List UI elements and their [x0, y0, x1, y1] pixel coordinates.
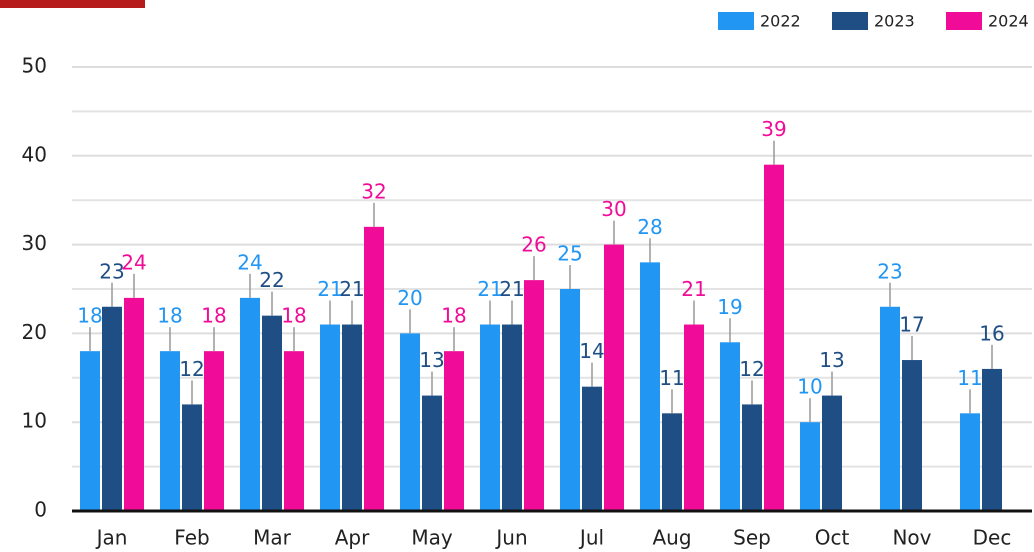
x-tick-label: Feb: [174, 526, 209, 550]
bar: [444, 351, 464, 511]
bar: [240, 297, 260, 511]
accent-bar: [0, 0, 145, 8]
y-tick-label: 40: [22, 142, 47, 166]
bar: [604, 244, 624, 511]
bar: [982, 368, 1002, 511]
bar: [102, 306, 122, 511]
data-label: 14: [579, 339, 604, 363]
y-tick-label: 0: [34, 498, 47, 522]
data-label: 10: [797, 375, 822, 399]
bar: [422, 395, 442, 511]
bar: [204, 351, 224, 511]
y-tick-label: 30: [22, 231, 47, 255]
data-label: 18: [77, 304, 102, 328]
bar: [124, 297, 144, 511]
data-label: 21: [499, 277, 524, 301]
x-tick-label: Apr: [335, 526, 370, 550]
legend-swatch: [832, 12, 868, 30]
data-label: 23: [99, 259, 124, 283]
legend-label: 2024: [988, 12, 1029, 31]
bar: [400, 333, 420, 511]
data-label: 32: [361, 179, 386, 203]
bar: [560, 289, 580, 511]
x-tick-label: Mar: [253, 526, 292, 550]
data-label: 28: [637, 215, 662, 239]
bar: [662, 413, 682, 511]
bar: [582, 386, 602, 511]
bar: [502, 324, 522, 511]
bar: [640, 262, 660, 511]
data-label: 22: [259, 268, 284, 292]
data-label: 18: [281, 304, 306, 328]
bar: [822, 395, 842, 511]
bar: [764, 164, 784, 511]
bar: [742, 404, 762, 511]
data-label: 18: [441, 304, 466, 328]
bar: [800, 422, 820, 511]
data-label: 21: [477, 277, 502, 301]
bar: [880, 306, 900, 511]
x-tick-label: Jun: [494, 526, 527, 550]
data-label: 30: [601, 197, 626, 221]
bar: [480, 324, 500, 511]
data-label: 24: [121, 250, 146, 274]
data-label: 21: [339, 277, 364, 301]
bar: [320, 324, 340, 511]
data-label: 23: [877, 259, 902, 283]
data-label: 24: [237, 250, 262, 274]
data-label: 13: [819, 348, 844, 372]
data-label: 12: [739, 357, 764, 381]
data-label: 16: [979, 321, 1004, 345]
bar: [524, 280, 544, 511]
data-label: 11: [659, 366, 684, 390]
x-tick-label: Jul: [578, 526, 604, 550]
bar: [80, 351, 100, 511]
x-tick-label: Sep: [733, 526, 771, 550]
x-tick-label: Oct: [815, 526, 850, 550]
data-label: 18: [201, 304, 226, 328]
data-label: 13: [419, 348, 444, 372]
bar: [262, 315, 282, 511]
x-tick-label: Aug: [652, 526, 691, 550]
bar: [720, 342, 740, 511]
x-tick-label: May: [411, 526, 453, 550]
data-label: 20: [397, 286, 422, 310]
data-label: 19: [717, 295, 742, 319]
legend-label: 2022: [760, 12, 801, 31]
data-label: 39: [761, 117, 786, 141]
bar: [342, 324, 362, 511]
x-tick-label: Dec: [973, 526, 1012, 550]
y-tick-label: 10: [22, 409, 47, 433]
x-tick-label: Nov: [892, 526, 931, 550]
data-label: 12: [179, 357, 204, 381]
y-tick-label: 50: [22, 54, 47, 78]
bar: [364, 226, 384, 511]
data-label: 18: [157, 304, 182, 328]
legend-label: 2023: [874, 12, 915, 31]
data-label: 17: [899, 313, 924, 337]
legend-swatch: [718, 12, 754, 30]
bar: [960, 413, 980, 511]
data-label: 21: [317, 277, 342, 301]
x-tick-label: Jan: [95, 526, 128, 550]
data-label: 26: [521, 233, 546, 257]
data-label: 11: [957, 366, 982, 390]
y-tick-label: 20: [22, 320, 47, 344]
bar: [902, 360, 922, 511]
legend-swatch: [946, 12, 982, 30]
bar: [284, 351, 304, 511]
data-label: 21: [681, 277, 706, 301]
data-label: 25: [557, 242, 582, 266]
bar: [684, 324, 704, 511]
bar: [182, 404, 202, 511]
bar: [160, 351, 180, 511]
